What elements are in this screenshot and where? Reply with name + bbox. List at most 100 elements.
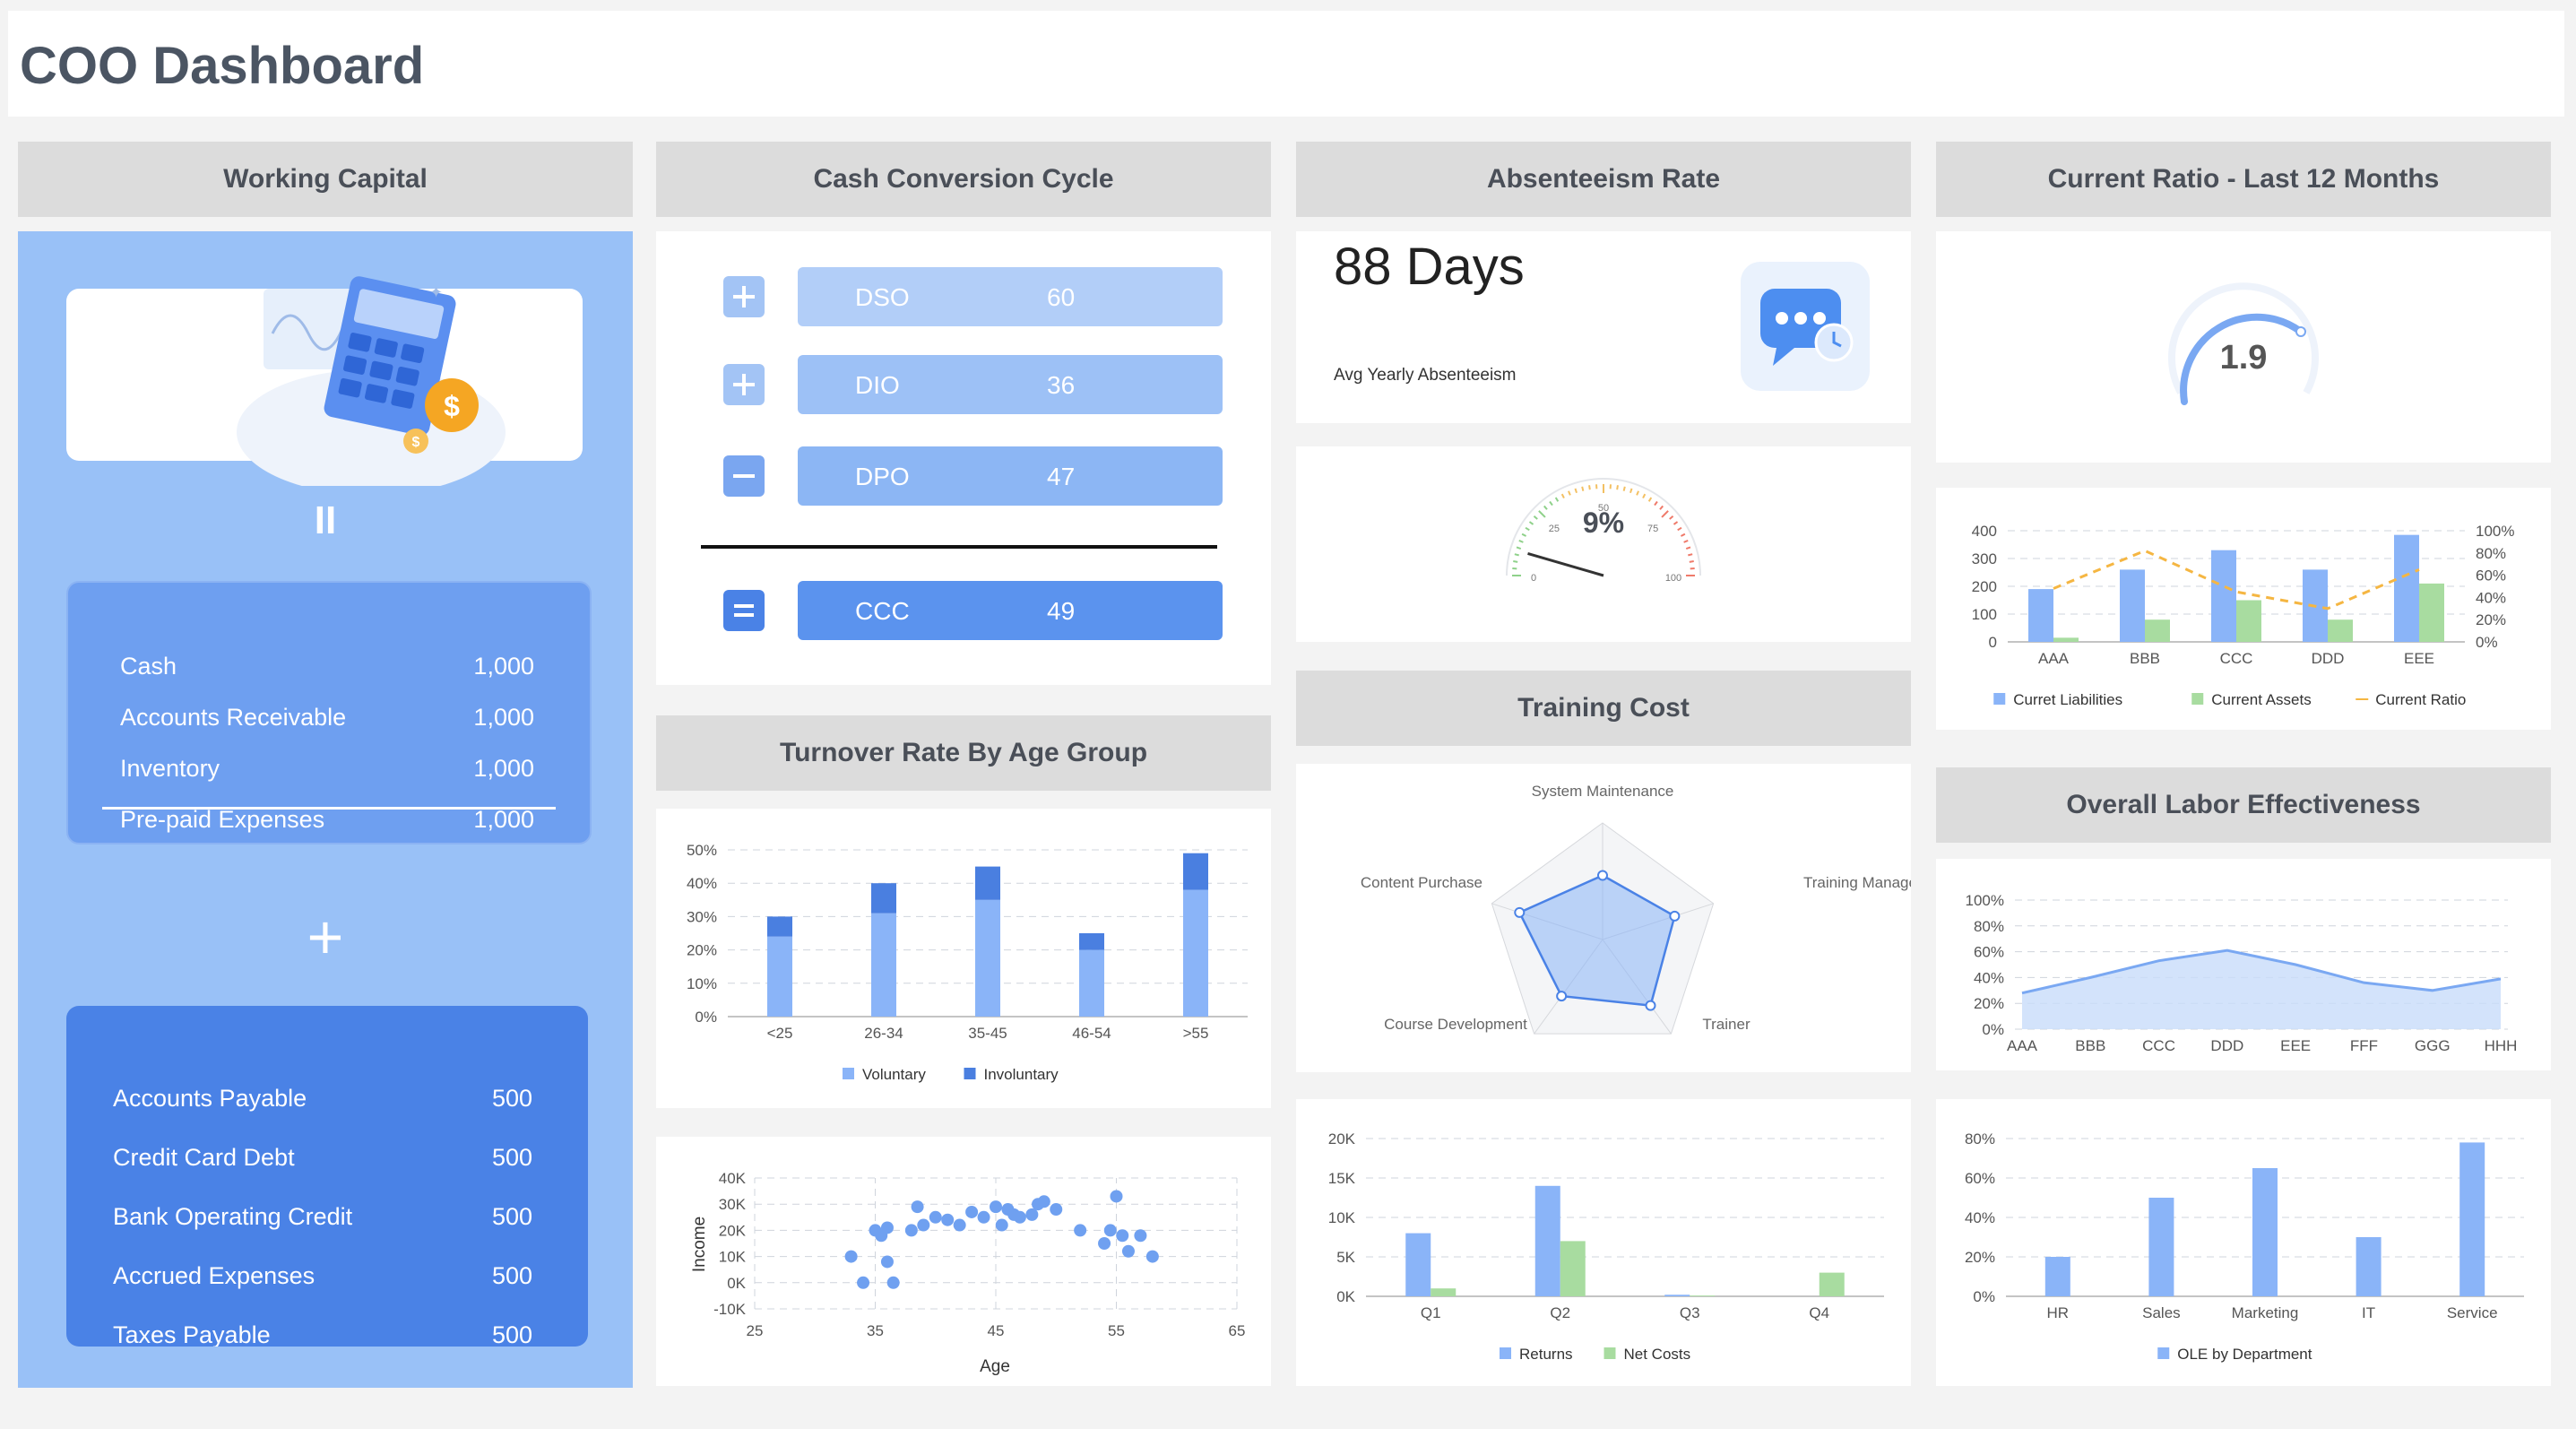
returns-chart: 0K 5K 10K 15K 20K Q1 Q2 Q3 Q4 Returns Net Costs bbox=[1328, 1130, 1884, 1363]
y-tick-label: 15K bbox=[1328, 1170, 1356, 1187]
scatter-point bbox=[1121, 1244, 1135, 1258]
x-tick-label: Q4 bbox=[1809, 1304, 1829, 1321]
y-tick-label: 100 bbox=[1972, 606, 1997, 623]
y2-tick-label: 80% bbox=[2476, 545, 2506, 562]
ole-area-card: 0% 20% 40% 60% 80% 100% AAA BBB CCC DDD EEE FFF GGG H… bbox=[1936, 859, 2551, 1070]
y-tick-label: 20% bbox=[1965, 1249, 1995, 1266]
asset-label: Accounts Receivable bbox=[120, 704, 347, 731]
x-tick-label: 35 bbox=[867, 1322, 884, 1339]
liability-label: Accrued Expenses bbox=[113, 1262, 316, 1289]
panel-title-current-ratio: Current Ratio - Last 12 Months bbox=[1936, 142, 2551, 217]
y-tick-label: 400 bbox=[1972, 523, 1997, 540]
x-tick-label: AAA bbox=[2007, 1037, 2038, 1054]
y-tick-label: 30% bbox=[687, 908, 717, 925]
plus-icon bbox=[723, 276, 765, 317]
liability-value: 500 bbox=[491, 1203, 532, 1230]
gauge-tick bbox=[1654, 500, 1658, 507]
asset-label: Cash bbox=[120, 653, 177, 680]
x-tick-label: AAA bbox=[2038, 650, 2070, 667]
gauge-tick bbox=[1680, 533, 1686, 537]
ccc-label: DSO bbox=[855, 283, 910, 311]
x-tick-label: 65 bbox=[1229, 1322, 1246, 1339]
plus-icon-glyph bbox=[733, 374, 755, 395]
gauge-scale-label: 75 bbox=[1647, 524, 1658, 534]
gauge-tick bbox=[1528, 521, 1534, 525]
x-tick-label: 45 bbox=[988, 1322, 1005, 1339]
scatter-card: -10K 0K 10K 20K 30K 40K 25 35 45 55 65 Age Income bbox=[656, 1137, 1271, 1386]
liability-value: 500 bbox=[491, 1262, 532, 1289]
bar bbox=[2459, 1142, 2485, 1296]
x-tick-label: Q2 bbox=[1550, 1304, 1570, 1321]
panel-title-turnover: Turnover Rate By Age Group bbox=[656, 715, 1271, 791]
x-tick-label: DDD bbox=[2312, 650, 2345, 667]
plus-bar-v bbox=[742, 374, 746, 395]
assets-underline bbox=[102, 807, 556, 810]
legend-label: Net Costs bbox=[1624, 1346, 1691, 1363]
ccc-value: 47 bbox=[1047, 463, 1076, 490]
equals-sign: II bbox=[314, 498, 337, 542]
x-tick-label: CCC bbox=[2142, 1037, 2175, 1054]
x-tick-label: HHH bbox=[2485, 1037, 2518, 1054]
liability-value: 500 bbox=[491, 1144, 532, 1171]
scatter-point bbox=[1025, 1208, 1039, 1221]
bar bbox=[1431, 1288, 1457, 1296]
gauge-tick bbox=[1689, 560, 1694, 563]
y-tick-label: 0K bbox=[727, 1275, 746, 1292]
minus-icon-glyph bbox=[733, 474, 755, 478]
liability-label: Accounts Payable bbox=[113, 1085, 307, 1112]
gauge-tick bbox=[1568, 490, 1571, 496]
gauge-scale-label: 25 bbox=[1549, 524, 1560, 534]
x-tick-label: 46-54 bbox=[1072, 1025, 1111, 1042]
scatter-point bbox=[1013, 1210, 1026, 1224]
gauge-tick bbox=[1616, 485, 1619, 490]
bar bbox=[2356, 1237, 2382, 1296]
x-tick-label: BBB bbox=[2130, 650, 2160, 667]
x-tick-label: Marketing bbox=[2232, 1304, 2299, 1321]
plus-icon bbox=[723, 364, 765, 405]
y-tick-label: 20K bbox=[719, 1222, 747, 1239]
radar-axis-label: System Maintenance bbox=[1532, 783, 1674, 800]
y-tick-label: 80% bbox=[1974, 918, 2004, 935]
y-tick-label: 40% bbox=[687, 875, 717, 892]
gauge-tick bbox=[1622, 486, 1626, 491]
x-tick-label: 35-45 bbox=[968, 1025, 1007, 1042]
training-card: System Maintenance Training Management Tra… bbox=[1296, 764, 1911, 1072]
gauge-tick bbox=[1514, 553, 1519, 557]
liability-value: 500 bbox=[491, 1085, 532, 1112]
gauge-tick bbox=[1669, 515, 1674, 520]
gauge-scale-label: 50 bbox=[1598, 503, 1609, 514]
asset-value: 1,000 bbox=[473, 653, 534, 680]
bar bbox=[1534, 1185, 1560, 1296]
radar-point bbox=[1645, 1000, 1656, 1011]
y-tick-label: 200 bbox=[1972, 578, 1997, 595]
y-tick-label: -10K bbox=[713, 1301, 747, 1318]
x-tick-label: Sales bbox=[2142, 1304, 2181, 1321]
bar bbox=[2028, 589, 2053, 642]
bar bbox=[975, 899, 1000, 1017]
gauge-tick bbox=[1659, 505, 1664, 510]
ccc-pill-dso: DSO 60 bbox=[798, 267, 1223, 326]
absenteeism-days: 88 Days bbox=[1334, 238, 1525, 296]
scatter-point bbox=[886, 1276, 900, 1289]
legend-label: Current Assets bbox=[2211, 691, 2312, 708]
scatter-point bbox=[911, 1200, 924, 1214]
header-bar bbox=[8, 11, 2564, 117]
scatter-point bbox=[1145, 1250, 1159, 1263]
cr-combo-card: 0 100 200 300 400 AAA BBB CCC DDD EEE 0% 20% 40% 60% 8… bbox=[1936, 488, 2551, 730]
bar bbox=[1183, 889, 1208, 1017]
gauge-tick bbox=[1581, 486, 1585, 491]
ccc-pill-ccc: CCC 49 bbox=[798, 581, 1223, 640]
asset-label: Pre-paid Expenses bbox=[120, 806, 325, 833]
y2-tick-label: 60% bbox=[2476, 567, 2506, 585]
radar-point bbox=[1669, 910, 1681, 922]
liability-label: Taxes Payable bbox=[113, 1321, 271, 1347]
y-tick-label: 20% bbox=[687, 942, 717, 959]
x-axis-title: Age bbox=[980, 1357, 1010, 1376]
legend-label: OLE by Department bbox=[2177, 1346, 2312, 1363]
ccc-label: CCC bbox=[855, 597, 910, 625]
gauge-scale-label: 100 bbox=[1665, 573, 1681, 584]
gauge-tick bbox=[1683, 540, 1689, 543]
liability-label: Bank Operating Credit bbox=[113, 1203, 353, 1230]
x-tick-label: IT bbox=[2362, 1304, 2375, 1321]
bar bbox=[2044, 1257, 2070, 1296]
